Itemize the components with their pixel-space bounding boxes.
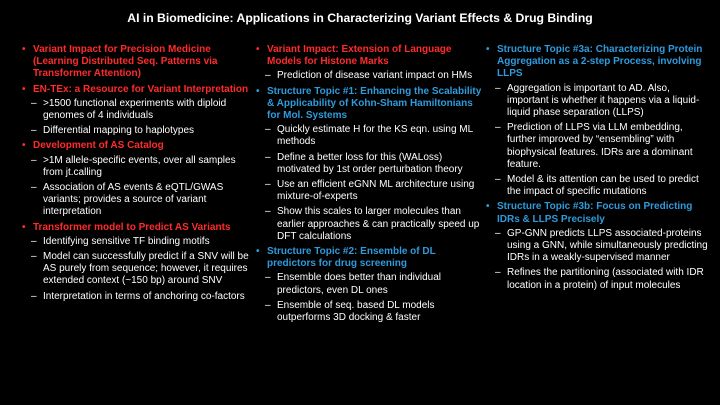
- sub-bullet: – Use an efficient eGNN ML architecture u…: [256, 179, 484, 203]
- topic-group: • Structure Topic #3a: Characterizing Pro…: [486, 44, 714, 198]
- topic-heading: • EN-TEx: a Resource for Variant Interpre…: [22, 84, 254, 96]
- dash-icon: –: [495, 174, 501, 186]
- sub-bullet: – Association of AS events & eQTL/GWAS va…: [22, 182, 254, 219]
- sub-bullet-text: Ensemble does better than individual pre…: [277, 272, 441, 296]
- sub-bullet: – Prediction of LLPS via LLM embedding, f…: [486, 122, 714, 171]
- sub-bullet-text: Prediction of LLPS via LLM embedding, fu…: [507, 122, 693, 170]
- sub-bullet: – Differential mapping to haplotypes: [22, 125, 254, 137]
- slide-title: AI in Biomedicine: Applications in Chara…: [127, 11, 593, 25]
- sub-bullet: – Model can successfully predict if a SNV…: [22, 251, 254, 288]
- dash-icon: –: [265, 179, 271, 191]
- sub-bullet-text: Differential mapping to haplotypes: [43, 125, 195, 137]
- sub-bullet: – Show this scales to larger molecules th…: [256, 206, 484, 243]
- sub-bullet-text: Identifying sensitive TF binding motifs: [43, 235, 210, 247]
- sub-bullet: – Aggregation is important to AD. Also, i…: [486, 83, 714, 120]
- column-2: • Variant Impact: Extension of Language M…: [256, 44, 484, 327]
- bullet-icon: •: [22, 221, 26, 233]
- topic-heading-text: Structure Topic #2: Ensemble of DL predi…: [267, 246, 436, 270]
- topic-heading-text: Structure Topic #3a: Characterizing Prot…: [497, 44, 703, 80]
- bullet-icon: •: [256, 44, 260, 55]
- dash-icon: –: [31, 235, 37, 247]
- topic-heading: • Structure Topic #3a: Characterizing Pro…: [486, 44, 714, 81]
- topic-heading-text: EN-TEx: a Resource for Variant Interpret…: [33, 83, 249, 95]
- sub-bullet-text: Quickly estimate H for the KS eqn. using…: [277, 124, 473, 148]
- sub-bullet-text: Model can successfully predict if a SNV …: [43, 251, 249, 287]
- sub-bullet: – Quickly estimate H for the KS eqn. usin…: [256, 124, 484, 148]
- dash-icon: –: [31, 154, 37, 166]
- sub-bullet: – Prediction of disease variant impact on…: [256, 70, 484, 82]
- dash-icon: –: [265, 206, 271, 218]
- topic-group: • Development of AS Catalog – >1M allele-s…: [22, 140, 254, 218]
- topic-group: • Variant Impact for Precision Medicine (…: [22, 44, 254, 81]
- topic-group: • Structure Topic #2: Ensemble of DL pred…: [256, 246, 484, 324]
- topic-heading-text: Variant Impact: Extension of Language Mo…: [267, 44, 452, 68]
- sub-bullet-text: >1500 functional experiments with diploi…: [43, 97, 227, 122]
- sub-bullet: – Identifying sensitive TF binding motifs: [22, 236, 254, 248]
- dash-icon: –: [265, 124, 271, 136]
- dash-icon: –: [495, 82, 501, 94]
- sub-bullet-text: >1M allele-specific events, over all sam…: [43, 154, 236, 178]
- sub-bullet: – Define a better loss for this (WALoss) …: [256, 152, 484, 176]
- topic-heading: • Variant Impact for Precision Medicine (…: [22, 44, 254, 81]
- bullet-icon: •: [486, 44, 490, 55]
- topic-heading: • Variant Impact: Extension of Language M…: [256, 44, 484, 68]
- sub-bullet-text: Show this scales to larger molecules tha…: [277, 206, 480, 242]
- dash-icon: –: [31, 251, 37, 263]
- sub-bullet-text: Use an efficient eGNN ML architecture us…: [277, 179, 475, 203]
- topic-heading-text: Structure Topic #1: Enhancing the Scalab…: [267, 85, 482, 122]
- dash-icon: –: [265, 299, 271, 311]
- sub-bullet: – Interpretation in terms of anchoring co…: [22, 291, 254, 303]
- topic-heading-text: Development of AS Catalog: [33, 140, 164, 152]
- sub-bullet: – Model & its attention can be used to pr…: [486, 174, 714, 198]
- sub-bullet-text: GP-GNN predicts LLPS associated-proteins…: [507, 227, 708, 264]
- bullet-icon: •: [256, 85, 260, 97]
- dash-icon: –: [31, 290, 37, 302]
- topic-group: • Transformer model to Predict AS Variant…: [22, 222, 254, 303]
- topic-group: • EN-TEx: a Resource for Variant Interpre…: [22, 84, 254, 138]
- topic-heading: • Structure Topic #1: Enhancing the Scala…: [256, 86, 484, 123]
- topic-heading: • Development of AS Catalog: [22, 140, 254, 152]
- sub-bullet: – >1500 functional experiments with diplo…: [22, 98, 254, 122]
- dash-icon: –: [31, 182, 37, 194]
- sub-bullet-text: Model & its attention can be used to pre…: [507, 174, 699, 198]
- topic-heading: • Structure Topic #2: Ensemble of DL pred…: [256, 246, 484, 270]
- bullet-icon: •: [22, 83, 26, 95]
- sub-bullet: – GP-GNN predicts LLPS associated-protein…: [486, 228, 714, 265]
- topic-group: • Variant Impact: Extension of Language M…: [256, 44, 484, 83]
- topic-group: • Structure Topic #3b: Focus on Predictin…: [486, 201, 714, 291]
- sub-bullet: – Ensemble of seq. based DL models outper…: [256, 300, 484, 324]
- topic-heading: • Transformer model to Predict AS Variant…: [22, 222, 254, 234]
- sub-bullet-text: Association of AS events & eQTL/GWAS var…: [43, 182, 224, 218]
- dash-icon: –: [31, 97, 37, 109]
- dash-icon: –: [495, 267, 501, 279]
- sub-bullet-text: Ensemble of seq. based DL models outperf…: [277, 299, 435, 324]
- dash-icon: –: [495, 227, 501, 239]
- bullet-icon: •: [22, 140, 26, 152]
- sub-bullet: – Ensemble does better than individual pr…: [256, 272, 484, 296]
- sub-bullet-text: Interpretation in terms of anchoring co-…: [43, 290, 245, 302]
- dash-icon: –: [265, 70, 271, 82]
- column-1: • Variant Impact for Precision Medicine (…: [22, 44, 254, 306]
- bullet-icon: •: [22, 44, 26, 55]
- topic-group: • Structure Topic #1: Enhancing the Scala…: [256, 86, 484, 243]
- sub-bullet-text: Aggregation is important to AD. Also, im…: [507, 82, 700, 119]
- topic-heading-text: Variant Impact for Precision Medicine (L…: [33, 44, 218, 80]
- sub-bullet: – Refines the partitioning (associated wi…: [486, 267, 714, 291]
- bullet-icon: •: [486, 201, 490, 213]
- sub-bullet-text: Prediction of disease variant impact on …: [277, 70, 473, 82]
- dash-icon: –: [495, 122, 501, 134]
- dash-icon: –: [265, 151, 271, 163]
- dash-icon: –: [265, 272, 271, 284]
- topic-heading-text: Structure Topic #3b: Focus on Predicting…: [497, 201, 693, 225]
- sub-bullet-text: Refines the partitioning (associated wit…: [507, 267, 704, 291]
- topic-heading-text: Transformer model to Predict AS Variants: [33, 221, 231, 233]
- sub-bullet-text: Define a better loss for this (WALoss) m…: [277, 151, 463, 175]
- bullet-icon: •: [256, 246, 260, 258]
- column-3: • Structure Topic #3a: Characterizing Pro…: [486, 44, 714, 295]
- dash-icon: –: [31, 125, 37, 137]
- sub-bullet: – >1M allele-specific events, over all sa…: [22, 155, 254, 179]
- topic-heading: • Structure Topic #3b: Focus on Predictin…: [486, 201, 714, 225]
